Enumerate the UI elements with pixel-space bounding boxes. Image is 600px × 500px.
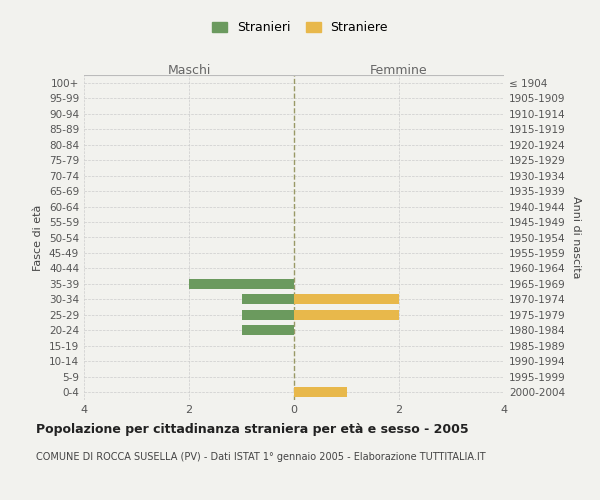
Text: Popolazione per cittadinanza straniera per età e sesso - 2005: Popolazione per cittadinanza straniera p… (36, 422, 469, 436)
Legend: Stranieri, Straniere: Stranieri, Straniere (207, 16, 393, 40)
Bar (241, 310, 294, 320)
Bar (294, 294, 399, 304)
Bar (294, 310, 399, 320)
Text: Femmine: Femmine (370, 64, 428, 77)
Text: Maschi: Maschi (167, 64, 211, 77)
Bar (294, 387, 347, 398)
Bar (241, 294, 294, 304)
Y-axis label: Anni di nascita: Anni di nascita (571, 196, 581, 279)
Bar (241, 326, 294, 336)
Y-axis label: Fasce di età: Fasce di età (34, 204, 43, 270)
Bar (189, 279, 294, 289)
Text: COMUNE DI ROCCA SUSELLA (PV) - Dati ISTAT 1° gennaio 2005 - Elaborazione TUTTITA: COMUNE DI ROCCA SUSELLA (PV) - Dati ISTA… (36, 452, 485, 462)
